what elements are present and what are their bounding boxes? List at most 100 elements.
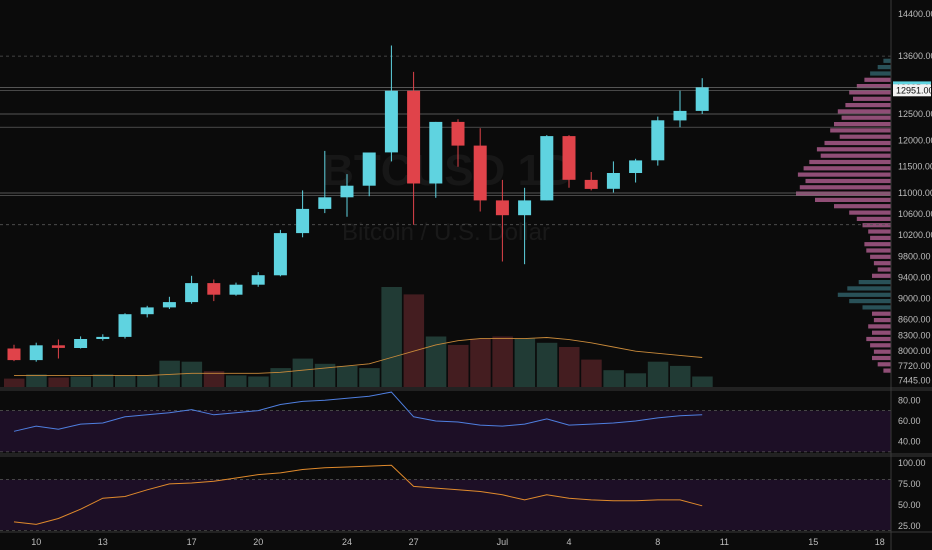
volume-profile-bar — [870, 235, 891, 240]
volume-profile-bar — [877, 362, 891, 367]
watermark-symbol: BTCUSD 1D — [322, 146, 574, 195]
candle-bearish[interactable] — [51, 339, 65, 359]
volume-bar — [226, 375, 247, 387]
candle-body — [362, 152, 376, 186]
candle-bullish[interactable] — [74, 336, 88, 349]
stochastic-tick-label: 75.00 — [898, 479, 921, 489]
volume-profile-bar — [862, 223, 891, 228]
volume-bar — [559, 347, 580, 387]
price-tag-label: 12951.00 — [896, 85, 932, 95]
candle-bearish[interactable] — [584, 172, 598, 191]
candle-body — [207, 283, 221, 295]
candle-body — [584, 179, 598, 189]
volume-profile-bar — [866, 336, 891, 342]
date-tick-label: Jul — [497, 537, 509, 547]
volume-bar — [4, 378, 25, 387]
candle-bullish[interactable] — [340, 174, 354, 217]
candle-bullish[interactable] — [673, 90, 687, 128]
price-tick-label: 10600.00 — [898, 209, 932, 219]
time-axis[interactable]: 10 13 17 20 24 27 Jul 4 8 11 15 18 — [31, 537, 885, 547]
candle-body — [29, 345, 43, 361]
volume-bar — [203, 371, 225, 387]
candle-bearish[interactable] — [7, 344, 21, 362]
date-tick-label: 27 — [409, 537, 419, 547]
volume-bar — [115, 375, 136, 387]
candle-body — [651, 120, 665, 161]
volume-profile-bar — [870, 71, 891, 76]
candle-body — [96, 336, 110, 339]
stochastic-tick-label: 25.00 — [898, 521, 921, 531]
volume-bar — [270, 368, 291, 387]
candle-bullish[interactable] — [296, 190, 310, 238]
candle-bearish[interactable] — [207, 279, 221, 302]
volume-profile-bar — [864, 242, 891, 247]
volume-profile-bar — [797, 172, 891, 177]
volume-profile — [796, 58, 891, 373]
candle-bullish[interactable] — [162, 296, 176, 309]
volume-profile-bar — [873, 318, 891, 323]
candle-body — [318, 197, 332, 209]
candle-body — [518, 200, 532, 216]
volume-profile-bar — [837, 292, 891, 297]
candle-bullish[interactable] — [362, 152, 376, 197]
volume-profile-bar — [824, 140, 891, 146]
candle-bullish[interactable] — [518, 187, 532, 265]
stochastic-line — [13, 464, 703, 525]
price-tick-label: 14400.00 — [898, 9, 932, 19]
candle-bullish[interactable] — [229, 282, 243, 296]
date-tick-label: 18 — [875, 537, 885, 547]
date-tick-label: 4 — [566, 537, 571, 547]
candle-body — [562, 136, 576, 180]
volume-bar — [159, 360, 180, 387]
candle-bearish[interactable] — [562, 135, 576, 188]
candle-bearish[interactable] — [473, 128, 487, 212]
candle-body — [296, 208, 310, 234]
candle-bullish[interactable] — [251, 272, 265, 287]
volume-profile-bar — [873, 349, 891, 354]
volume-profile-bar — [839, 134, 891, 139]
volume-profile-bar — [816, 147, 891, 152]
candle-bullish[interactable] — [140, 305, 154, 318]
rsi-tick-label: 60.00 — [898, 416, 921, 426]
volume-profile-bar — [868, 324, 891, 329]
candle-body — [7, 348, 21, 361]
volume-profile-bar — [803, 166, 891, 171]
candle-bullish[interactable] — [606, 161, 620, 193]
candle-bearish[interactable] — [495, 179, 509, 262]
volume-profile-bar — [796, 191, 891, 196]
candle-bearish[interactable] — [451, 119, 465, 167]
volume-bar — [137, 375, 158, 387]
candle-bullish[interactable] — [540, 135, 554, 201]
candle-bullish[interactable] — [273, 229, 287, 277]
price-tick-label: 9400.00 — [898, 272, 931, 282]
volume-bar — [603, 370, 624, 387]
candle-bullish[interactable] — [384, 45, 398, 162]
candle-bullish[interactable] — [651, 116, 665, 166]
volume-bar — [514, 338, 536, 387]
candle-body — [51, 345, 65, 348]
volume-bar — [26, 374, 47, 387]
volume-profile-bar — [864, 77, 891, 82]
candle-bearish[interactable] — [407, 71, 421, 225]
volume-profile-bar — [883, 58, 891, 63]
volume-profile-bar — [870, 343, 891, 348]
candle-bullish[interactable] — [629, 158, 643, 183]
candle-body — [162, 302, 176, 308]
candle-body — [673, 110, 687, 121]
candle-body — [273, 233, 287, 276]
candle-bullish[interactable] — [118, 313, 132, 339]
candle-bullish[interactable] — [29, 342, 43, 362]
stochastic-tick-label: 50.00 — [898, 500, 921, 510]
candle-bullish[interactable] — [96, 334, 110, 341]
candle-bullish[interactable] — [695, 78, 709, 114]
candle-bullish[interactable] — [318, 150, 332, 214]
volume-pane — [4, 287, 713, 387]
candlestick-series[interactable] — [7, 45, 709, 362]
volume-profile-bar — [837, 109, 891, 114]
candle-bullish[interactable] — [429, 121, 443, 198]
candle-bullish[interactable] — [185, 275, 199, 304]
volume-profile-bar — [853, 96, 891, 101]
